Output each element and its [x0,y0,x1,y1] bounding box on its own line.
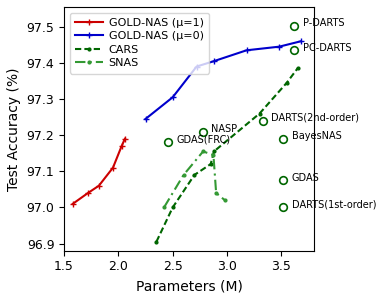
CARS [295,67,300,70]
GOLD-NAS (μ=0) [143,117,148,121]
Legend: GOLD-NAS (μ=1), GOLD-NAS (μ=0), CARS, SNAS: GOLD-NAS (μ=1), GOLD-NAS (μ=0), CARS, SN… [70,13,209,74]
SNAS [181,173,186,177]
CARS [257,112,262,115]
Line: GOLD-NAS (μ=0): GOLD-NAS (μ=0) [142,38,304,122]
Text: BayesNAS: BayesNAS [292,131,342,141]
CARS [212,150,216,153]
GOLD-NAS (μ=0) [299,40,303,43]
Text: PC-DARTS: PC-DARTS [303,43,351,52]
GOLD-NAS (μ=1) [97,184,101,188]
SNAS [162,206,166,209]
CARS [208,162,213,166]
SNAS [214,191,218,195]
GOLD-NAS (μ=1) [122,137,127,141]
CARS [285,81,289,85]
X-axis label: Parameters (M): Parameters (M) [136,279,242,293]
Text: GDAS: GDAS [292,172,319,183]
CARS [170,206,175,209]
GOLD-NAS (μ=0) [212,59,216,63]
CARS [192,173,197,177]
SNAS [211,153,216,157]
GOLD-NAS (μ=0) [170,95,175,99]
Y-axis label: Test Accuracy (%): Test Accuracy (%) [7,67,21,190]
Line: SNAS: SNAS [161,149,228,210]
Text: DARTS(2nd-order): DARTS(2nd-order) [271,113,359,123]
GOLD-NAS (μ=1) [119,144,124,148]
GOLD-NAS (μ=0) [277,45,281,49]
GOLD-NAS (μ=1) [111,166,115,169]
Text: P-DARTS: P-DARTS [303,18,344,28]
Line: CARS: CARS [153,66,301,244]
GOLD-NAS (μ=0) [194,65,199,68]
Text: DARTS(1st-order): DARTS(1st-order) [292,200,376,210]
GOLD-NAS (μ=1) [71,202,75,206]
Text: GDAS(FRC): GDAS(FRC) [177,135,231,145]
SNAS [223,198,227,202]
CARS [154,240,159,244]
Text: NASP: NASP [211,124,237,134]
SNAS [201,150,205,153]
GOLD-NAS (μ=0) [244,49,249,52]
GOLD-NAS (μ=1) [86,191,90,195]
Line: GOLD-NAS (μ=1): GOLD-NAS (μ=1) [69,135,129,207]
